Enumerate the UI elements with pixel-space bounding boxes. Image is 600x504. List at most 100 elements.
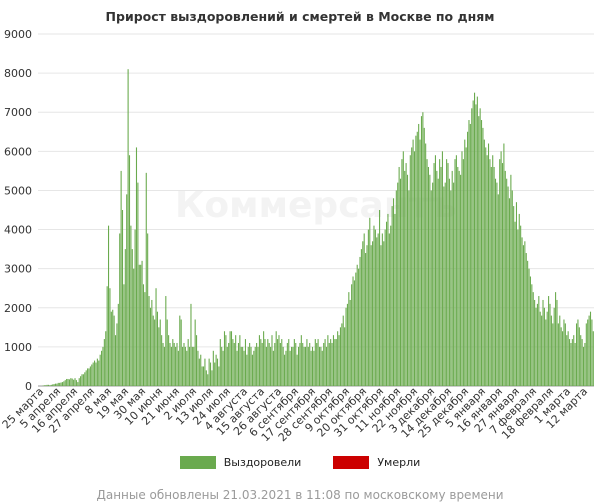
bar [369, 217, 371, 386]
bar [141, 260, 143, 386]
bar [246, 354, 248, 386]
bar [257, 346, 259, 386]
bar [99, 354, 101, 386]
bar [520, 225, 522, 386]
bar [394, 213, 396, 386]
bar [423, 127, 425, 387]
bar [409, 155, 411, 386]
bar [397, 182, 399, 386]
bar [247, 346, 249, 386]
bar [120, 170, 122, 386]
bar [149, 307, 151, 386]
bar [574, 342, 576, 386]
bar [191, 346, 193, 386]
bar [204, 358, 206, 386]
bar [370, 245, 372, 386]
bar [379, 210, 381, 386]
bar [441, 151, 443, 386]
bar [102, 346, 104, 386]
bar [292, 346, 294, 386]
bar [420, 116, 423, 386]
bar [335, 339, 337, 386]
bar [256, 342, 258, 386]
bar [251, 354, 253, 386]
bar [270, 346, 272, 386]
bar [299, 342, 301, 386]
bar [200, 354, 202, 386]
bar [358, 268, 360, 386]
bar [515, 202, 518, 386]
bar [436, 170, 438, 386]
bar [446, 159, 448, 386]
bar [390, 225, 392, 386]
bar [219, 339, 221, 386]
bar [388, 233, 390, 386]
bar [124, 249, 126, 386]
bar [218, 366, 220, 386]
bar [493, 166, 495, 386]
bar [501, 163, 504, 386]
bar [78, 378, 80, 386]
bar [84, 372, 86, 386]
bar [88, 368, 90, 386]
bar [137, 182, 139, 386]
bar [297, 346, 300, 386]
bar [372, 241, 374, 386]
bar [165, 296, 167, 386]
bar [325, 346, 328, 386]
bar [272, 350, 274, 386]
bar [109, 288, 111, 386]
legend-item-deaths[interactable]: Умерли [333, 456, 420, 469]
bar [296, 354, 298, 386]
bar [91, 364, 93, 386]
bar [61, 382, 63, 386]
legend-item-recovered[interactable]: Выздоровели [179, 456, 301, 469]
bar [510, 174, 512, 386]
bar [444, 182, 446, 386]
bar [57, 382, 59, 386]
bar [151, 299, 153, 386]
bar [240, 346, 242, 386]
legend-label-deaths: Умерли [377, 456, 421, 469]
bar [525, 253, 527, 386]
bar [310, 350, 312, 386]
bar [522, 245, 524, 386]
bar [330, 339, 332, 386]
bar [534, 299, 536, 386]
bar [314, 339, 316, 386]
bar [74, 378, 76, 386]
bar [427, 166, 429, 386]
bar [243, 350, 245, 386]
bar [543, 307, 545, 386]
bar [45, 385, 47, 386]
bar [585, 323, 587, 386]
bar [293, 339, 295, 386]
bar [187, 339, 189, 386]
bar [476, 96, 478, 386]
bar [418, 123, 420, 387]
bar [581, 339, 583, 386]
bar [268, 342, 270, 386]
bar [472, 100, 474, 387]
bar [142, 284, 145, 386]
bar [119, 233, 121, 386]
bar [573, 335, 575, 386]
bar [186, 350, 188, 386]
bar [507, 186, 509, 386]
bar [152, 315, 154, 386]
bar [114, 335, 117, 386]
bar [144, 292, 146, 386]
bar [221, 346, 223, 386]
bar [468, 120, 470, 386]
bar [552, 323, 554, 386]
bar [481, 120, 483, 386]
bar [399, 178, 402, 386]
bar [208, 358, 210, 386]
bar [161, 335, 163, 386]
bar [562, 331, 564, 386]
bar [351, 284, 353, 386]
bar [324, 339, 326, 386]
bar [439, 159, 441, 386]
bar [395, 190, 397, 386]
bar [275, 331, 277, 386]
